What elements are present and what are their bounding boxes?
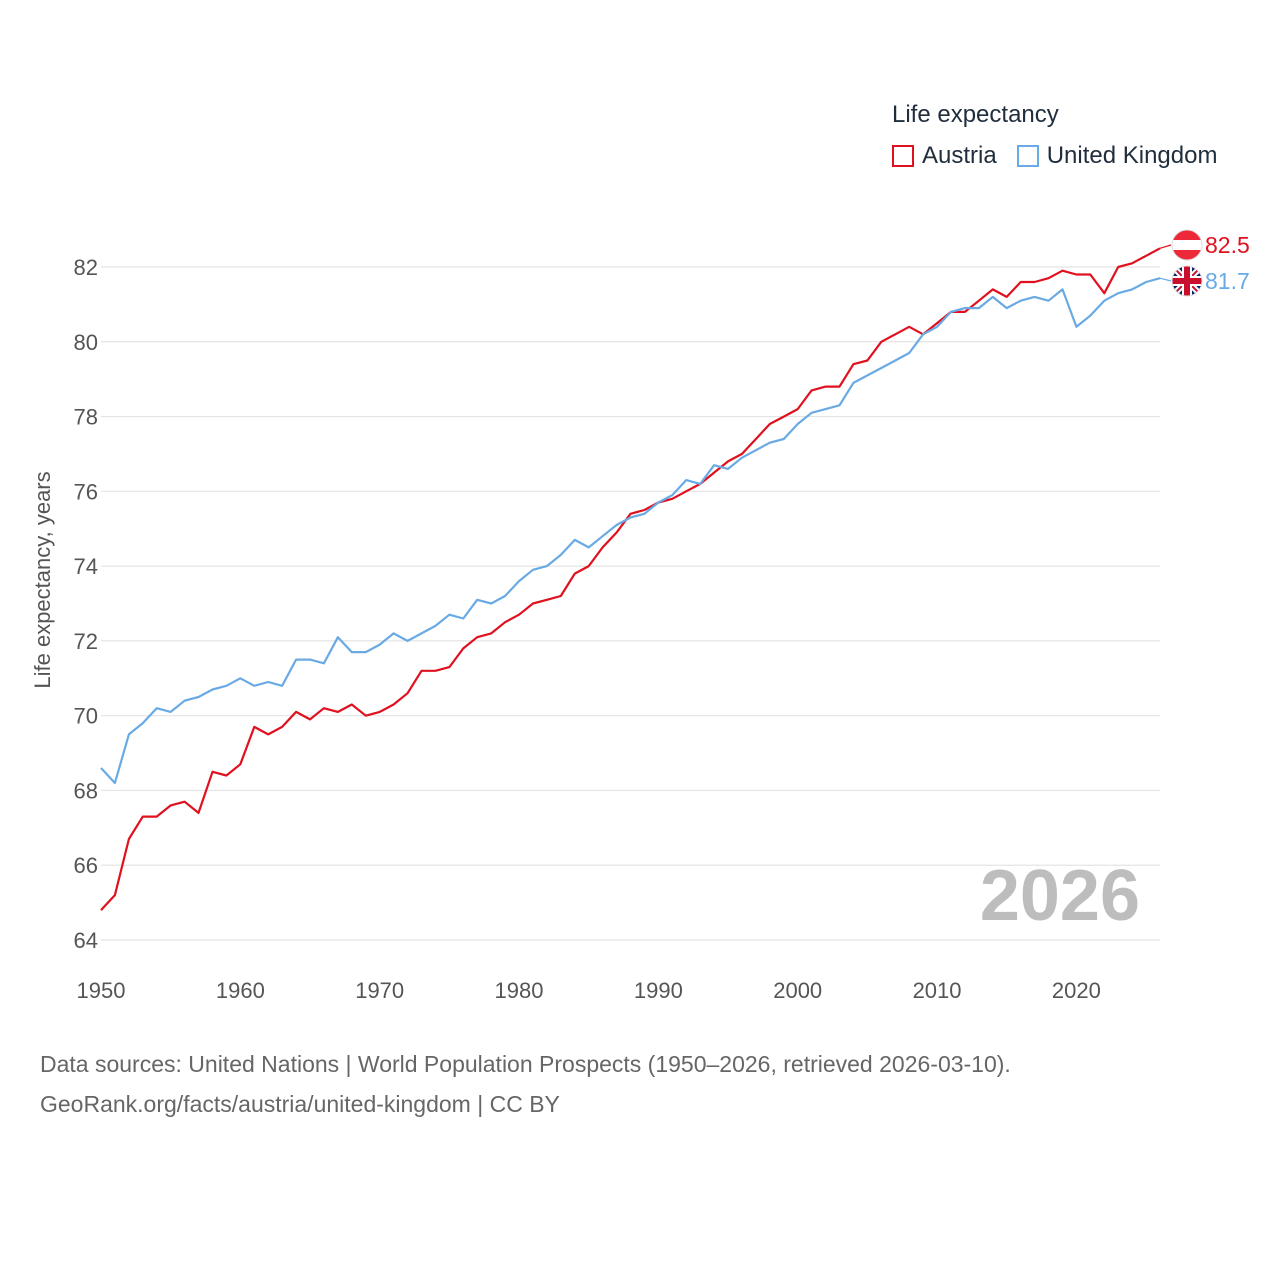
end-connector bbox=[1159, 244, 1172, 249]
x-tick-label: 2000 bbox=[773, 978, 822, 1003]
x-tick-label: 1980 bbox=[495, 978, 544, 1003]
y-tick-label: 64 bbox=[74, 928, 98, 953]
legend-swatch-austria bbox=[892, 145, 914, 167]
y-tick-label: 82 bbox=[74, 255, 98, 280]
x-tick-label: 1970 bbox=[355, 978, 404, 1003]
y-tick-label: 70 bbox=[74, 704, 98, 729]
y-tick-label: 78 bbox=[74, 405, 98, 430]
series-end-labels: 82.5 81.7 bbox=[1159, 229, 1250, 297]
series-lines bbox=[100, 247, 1161, 911]
end-value-united-kingdom: 81.7 bbox=[1205, 268, 1250, 294]
x-tick-label: 2010 bbox=[913, 978, 962, 1003]
x-tick-label: 2020 bbox=[1052, 978, 1101, 1003]
series-line-austria[interactable] bbox=[100, 247, 1161, 911]
data-source-text: Data sources: United Nations | World Pop… bbox=[40, 1051, 1011, 1077]
end-value-austria: 82.5 bbox=[1205, 232, 1250, 258]
source-link[interactable]: GeoRank.org/facts/austria/united-kingdom… bbox=[40, 1091, 560, 1117]
year-watermark: 2026 bbox=[980, 856, 1140, 936]
x-tick-label: 1960 bbox=[216, 978, 265, 1003]
legend-label-austria: Austria bbox=[922, 142, 997, 169]
series-line-united-kingdom[interactable] bbox=[100, 277, 1161, 785]
y-tick-label: 66 bbox=[74, 853, 98, 878]
united-kingdom-flag-icon bbox=[1171, 265, 1203, 297]
x-axis-ticks: 1950 1960 1970 1980 1990 2000 2010 2020 bbox=[77, 978, 1101, 1003]
legend-title: Life expectancy bbox=[892, 101, 1059, 128]
y-tick-label: 72 bbox=[74, 629, 98, 654]
y-tick-label: 74 bbox=[74, 554, 98, 579]
x-tick-label: 1990 bbox=[634, 978, 683, 1003]
y-axis-label: Life expectancy, years bbox=[30, 471, 55, 688]
x-tick-label: 1950 bbox=[77, 978, 126, 1003]
gridlines bbox=[101, 266, 1160, 941]
legend-item-austria[interactable]: Austria bbox=[892, 142, 997, 170]
end-connector bbox=[1159, 277, 1172, 282]
legend-swatch-united-kingdom bbox=[1016, 145, 1039, 167]
y-tick-label: 80 bbox=[74, 330, 98, 355]
y-tick-label: 68 bbox=[74, 778, 98, 803]
y-tick-label: 76 bbox=[74, 479, 98, 504]
legend-item-united-kingdom[interactable]: United Kingdom bbox=[1016, 142, 1218, 170]
footer: Data sources: United Nations | World Pop… bbox=[40, 1044, 1011, 1124]
austria-flag-icon bbox=[1171, 229, 1203, 261]
legend: Austria United Kingdom bbox=[892, 142, 1237, 170]
legend-label-united-kingdom: United Kingdom bbox=[1046, 142, 1218, 169]
y-axis-ticks: 64 66 68 70 72 74 76 78 80 82 bbox=[74, 255, 98, 953]
